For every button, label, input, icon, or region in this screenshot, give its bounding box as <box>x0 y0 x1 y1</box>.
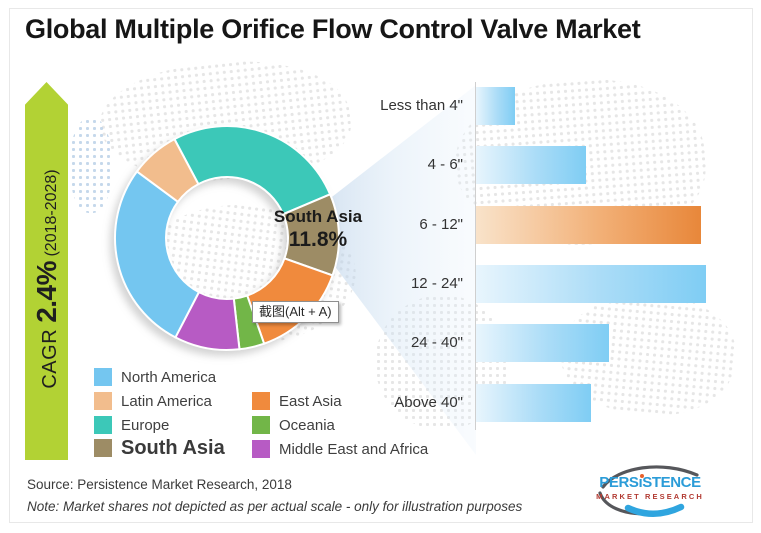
logo-swoosh-blue <box>624 503 685 517</box>
source-text: Source: Persistence Market Research, 201… <box>27 477 292 492</box>
fan-beam <box>301 85 476 455</box>
donut-segment-latin-america <box>135 137 200 204</box>
logo-text: PERSıSTENCE MARKET RESEARCH <box>596 474 704 502</box>
logo-company-name: PERSıSTENCE <box>599 474 701 491</box>
donut-center-share: 11.8% <box>288 228 348 251</box>
bar-axis <box>475 82 476 430</box>
pmr-logo: PERSıSTENCE MARKET RESEARCH <box>596 462 704 519</box>
logo-swoosh-top <box>601 465 699 489</box>
map-dots-blob-blue <box>70 118 112 213</box>
screenshot-tooltip: 截图(Alt + A) <box>252 301 339 323</box>
donut-segment-europe <box>173 125 332 216</box>
note-text: Note: Market shares not depicted as per … <box>27 499 523 514</box>
screenshot-tooltip-text: 截图(Alt + A) <box>259 304 332 319</box>
logo-i-dot: ı <box>638 474 643 491</box>
donut-center-region: South Asia <box>273 207 363 226</box>
cagr-arrow: CAGR 2.4% (2018-2028) <box>25 82 68 460</box>
page-title: Global Multiple Orifice Flow Control Val… <box>25 14 641 44</box>
donut-segment-north-america <box>114 170 201 339</box>
logo-tagline: MARKET RESEARCH <box>596 492 704 501</box>
donut-center-label: South Asia 11.8% <box>240 207 396 252</box>
